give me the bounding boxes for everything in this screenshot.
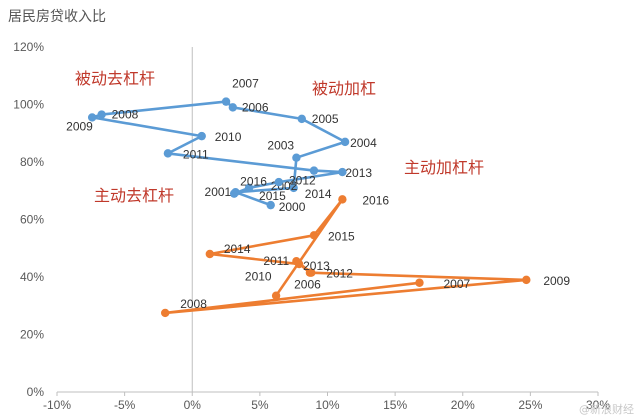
point-year-label: 2016: [240, 175, 267, 189]
data-point: [244, 183, 254, 193]
quadrant-label: 主动加杠杆: [404, 158, 484, 177]
point-year-label: 2004: [350, 136, 377, 150]
y-tick-label: 40%: [20, 270, 44, 284]
y-tick-label: 20%: [20, 328, 44, 342]
point-year-label: 2012: [289, 174, 316, 188]
data-point: [338, 195, 347, 204]
data-point: [292, 153, 301, 162]
point-year-label: 2011: [183, 147, 209, 161]
point-year-label: 2001: [205, 185, 232, 199]
point-year-label: 2006: [242, 100, 269, 114]
chart-title: 居民房贷收入比: [8, 9, 106, 25]
point-year-label: 2014: [224, 242, 251, 256]
point-year-label: 2007: [443, 277, 470, 291]
series-line: [163, 198, 528, 315]
quadrant-label: 被动加杠: [312, 79, 376, 98]
point-year-label: 2013: [303, 259, 330, 273]
point-year-label: 2012: [326, 267, 353, 281]
point-year-label: 2011: [263, 254, 289, 268]
point-year-label: 2007: [232, 77, 259, 91]
data-point: [307, 268, 316, 277]
quadrant-label: 主动去杠杆: [94, 186, 174, 205]
data-point: [294, 259, 304, 269]
point-year-label: 2015: [328, 229, 355, 243]
point-year-label: 2009: [543, 274, 570, 288]
data-point: [338, 167, 347, 177]
x-tick-label: 20%: [451, 398, 475, 412]
data-point: [289, 183, 298, 193]
data-point: [228, 103, 238, 112]
x-tick-label: 15%: [383, 398, 407, 412]
data-point: [522, 275, 531, 285]
point-year-label: 2005: [312, 112, 339, 126]
point-year-label: 2010: [245, 270, 272, 284]
x-tick-label: 0%: [184, 398, 202, 412]
data-point: [221, 97, 231, 106]
data-point: [274, 177, 284, 187]
data-point: [309, 231, 319, 240]
data-point: [340, 137, 350, 147]
watermark: @新浪财经: [579, 403, 634, 416]
point-year-label: 2006: [294, 278, 321, 292]
x-tick-label: 10%: [315, 398, 339, 412]
data-point: [197, 131, 206, 141]
quadrant-label: 被动去杠杆: [75, 69, 155, 88]
y-tick-label: 120%: [13, 40, 44, 54]
point-year-label: 2016: [362, 193, 389, 207]
data-point: [229, 189, 239, 198]
y-tick-label: 100%: [13, 98, 44, 112]
data-point: [161, 308, 170, 318]
x-tick-label: 30%: [586, 398, 610, 412]
data-point: [205, 249, 215, 259]
point-year-label: 2000: [279, 200, 306, 214]
data-point: [163, 149, 173, 158]
point-year-label: 2015: [259, 189, 286, 203]
data-point: [97, 110, 106, 119]
y-tick-label: 0%: [27, 385, 45, 399]
data-point: [87, 113, 97, 122]
y-tick-label: 60%: [20, 213, 44, 227]
data-point: [415, 278, 424, 287]
x-tick-label: -10%: [43, 398, 71, 412]
point-year-label: 2014: [305, 187, 332, 201]
data-point: [266, 200, 275, 210]
point-year-label: 2008: [180, 297, 207, 311]
data-point: [297, 114, 307, 124]
x-tick-label: -5%: [114, 398, 136, 412]
point-year-label: 2009: [66, 119, 93, 133]
point-year-label: 2008: [112, 108, 139, 122]
y-tick-label: 80%: [20, 155, 44, 169]
data-point: [309, 166, 319, 175]
data-point: [271, 291, 281, 300]
x-tick-label: 25%: [518, 398, 542, 412]
point-year-label: 2003: [267, 139, 294, 153]
point-year-label: 2010: [215, 130, 242, 144]
point-year-label: 2013: [345, 166, 372, 180]
x-tick-label: 5%: [251, 398, 269, 412]
